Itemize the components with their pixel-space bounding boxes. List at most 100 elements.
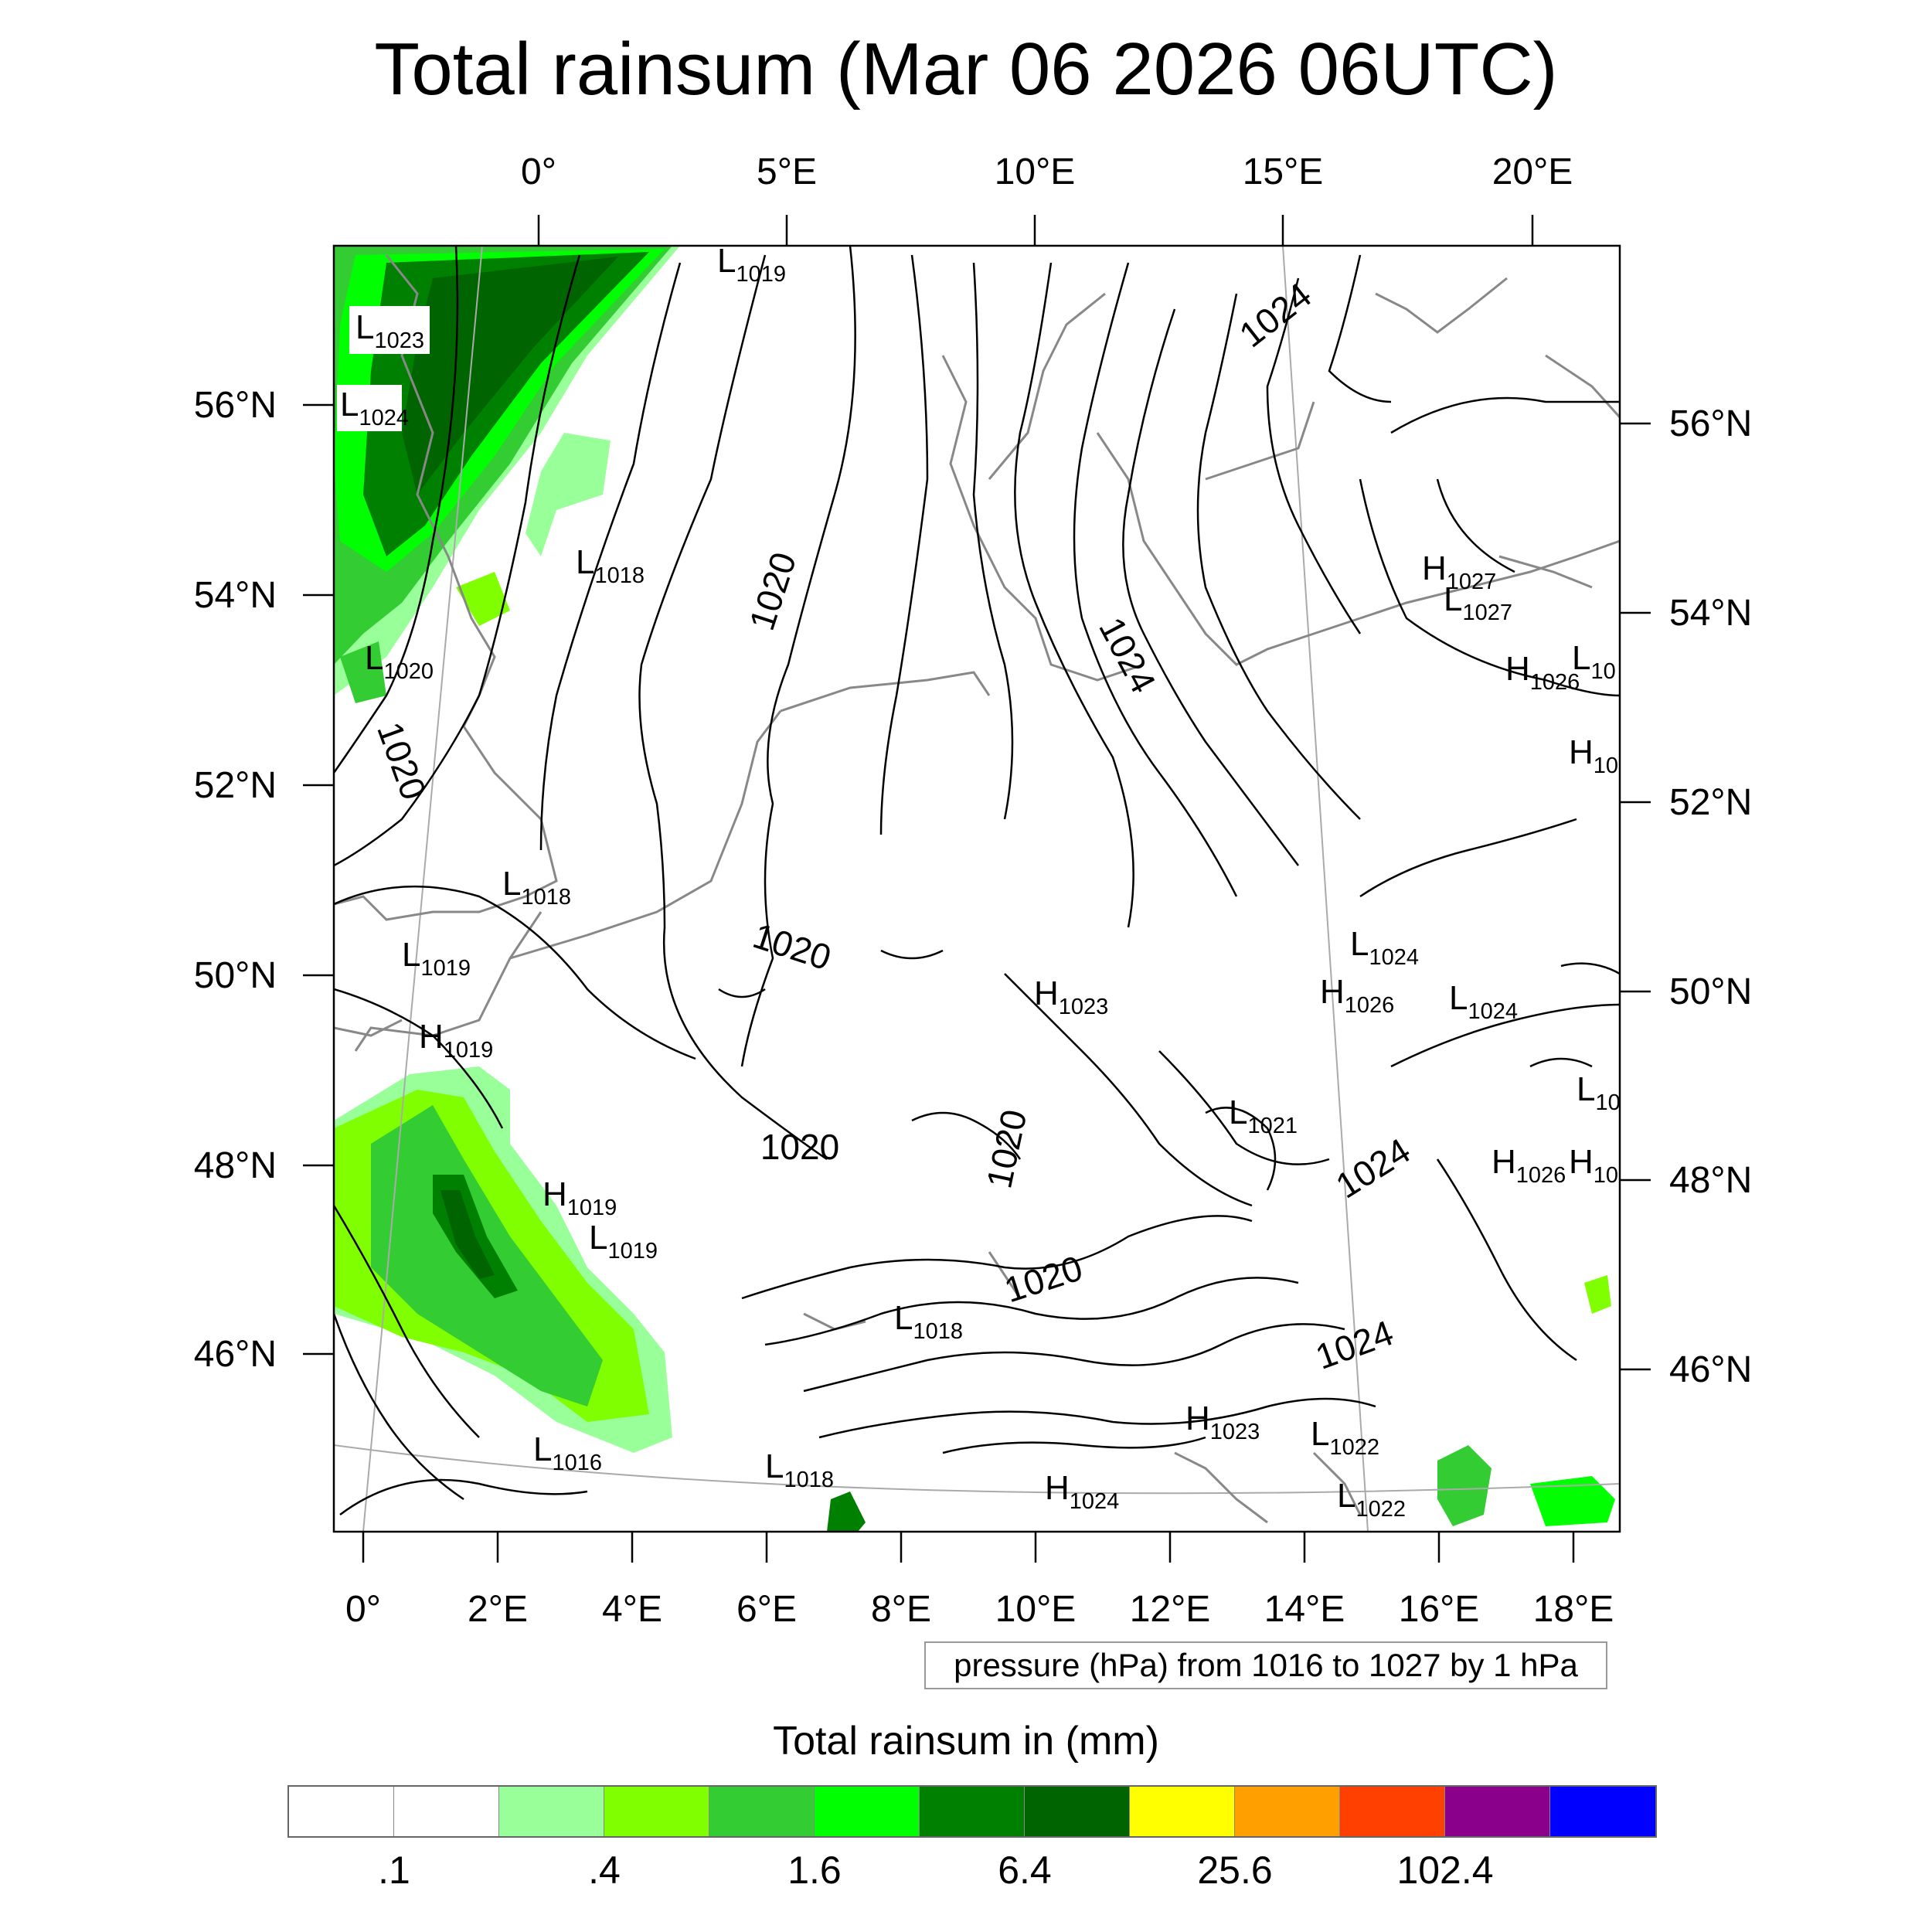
pressure-center-value: 1026	[1530, 670, 1580, 695]
pressure-center-type: L	[1350, 925, 1369, 963]
pressure-center: L1019	[589, 1219, 658, 1264]
right-lat-label: 54°N	[1669, 593, 1752, 634]
pressure-center: H1023	[1185, 1400, 1260, 1444]
contour-info-box: pressure (hPa) from 1016 to 1027 by 1 hP…	[924, 1641, 1607, 1689]
colorbar-box	[920, 1787, 1025, 1836]
pressure-center-type: H	[1045, 1469, 1070, 1507]
rain-area-france-core	[440, 1190, 495, 1279]
left-lat-label: 54°N	[194, 575, 277, 616]
right-lat-label: 46°N	[1669, 1349, 1752, 1390]
pressure-center-value: 1019	[607, 1239, 658, 1264]
colorbar-box	[289, 1787, 394, 1836]
pressure-center-type: H	[543, 1175, 567, 1213]
pressure-center-type: L	[894, 1299, 913, 1337]
pressure-center-value: 1018	[913, 1319, 963, 1344]
pressure-center-type: L	[1444, 580, 1462, 618]
pressure-center: L10	[1577, 1070, 1621, 1115]
pressure-center-value: 10	[1595, 1090, 1620, 1115]
pressure-center-value: 1026	[1516, 1163, 1566, 1188]
pressure-center-value: 1020	[383, 659, 434, 684]
contour-label: 1020	[978, 1106, 1034, 1192]
colorbar-label: 6.4	[998, 1849, 1052, 1892]
label-backdrop	[337, 385, 402, 431]
pressure-center-value: 1019	[736, 262, 786, 287]
bottom-lon-label: 18°E	[1533, 1589, 1614, 1630]
colorbar-box	[1130, 1787, 1235, 1836]
colorbar-box	[1550, 1787, 1655, 1836]
map-title: Total rainsum (Mar 06 2026 06UTC)	[374, 28, 1558, 111]
right-lat-label: 56°N	[1669, 403, 1752, 444]
pressure-center-type: L	[1311, 1415, 1329, 1453]
pressure-center-value: 1026	[1345, 993, 1395, 1018]
coastlines	[334, 254, 1620, 1524]
left-lat-label: 50°N	[194, 955, 277, 996]
pressure-center-type: L	[365, 639, 383, 677]
bottom-lon-label: 0°	[345, 1589, 381, 1630]
bottom-lon-label: 14°E	[1264, 1589, 1345, 1630]
pressure-center-type: L	[576, 543, 594, 581]
contour-label: 1020	[748, 915, 835, 978]
pressure-center: L1018	[502, 865, 571, 910]
pressure-center-value: 1024	[1369, 945, 1419, 970]
pressure-center: L1024	[1449, 979, 1518, 1024]
pressure-center: L1019	[402, 936, 471, 981]
pressure-center-value: 1027	[1447, 570, 1497, 594]
colorbar-label: 102.4	[1396, 1849, 1494, 1892]
pressure-center-type: H	[1422, 549, 1447, 587]
right-lat-label: 48°N	[1669, 1160, 1752, 1201]
rain-area-east-patch	[1584, 1275, 1611, 1314]
pressure-center-value: 1022	[1329, 1435, 1379, 1460]
pressure-center-value: 1024	[1468, 999, 1518, 1024]
colorbar-label: .4	[588, 1849, 621, 1892]
graticule	[334, 246, 1620, 1532]
pressure-center-type: H	[1505, 650, 1530, 688]
pressure-center: L1027	[1444, 580, 1512, 625]
colorbar-label: 1.6	[787, 1849, 842, 1892]
colorbar-box	[1025, 1787, 1130, 1836]
pressure-center-type: H	[419, 1018, 444, 1056]
pressure-center-type: L	[1449, 979, 1468, 1017]
pressure-center: L1023	[355, 308, 424, 353]
pressure-center: L1018	[576, 543, 645, 588]
pressure-center: L1022	[1337, 1477, 1406, 1522]
contour-label: 1020	[369, 717, 434, 805]
pressure-center-value: 1024	[1070, 1489, 1120, 1514]
pressure-center-type: L	[1337, 1477, 1355, 1515]
pressure-center-type: L	[533, 1430, 552, 1468]
bottom-lon-label: 12°E	[1130, 1589, 1211, 1630]
pressure-center: H1024	[1045, 1469, 1119, 1514]
pressure-center-value: 10	[1594, 753, 1618, 778]
pressure-center: H1026	[1492, 1143, 1566, 1188]
pressure-center-value: 1018	[784, 1468, 834, 1492]
rain-area-alps-patch	[827, 1492, 866, 1532]
left-lat-label: 46°N	[194, 1334, 277, 1375]
top-lon-label: 15°E	[1243, 151, 1324, 192]
pressure-center-type: L	[1229, 1094, 1247, 1131]
pressure-center-type: H	[1185, 1400, 1210, 1437]
bottom-lon-label: 4°E	[602, 1589, 662, 1630]
pressure-contours	[334, 246, 1620, 1516]
bottom-lon-label: 8°E	[871, 1589, 931, 1630]
contour-label: 1024	[1091, 611, 1164, 699]
left-lat-label: 48°N	[194, 1145, 277, 1186]
colorbar	[287, 1785, 1657, 1838]
pressure-center-type: H	[1569, 733, 1594, 771]
bottom-lon-label: 6°E	[736, 1589, 797, 1630]
colorbar-label: 25.6	[1197, 1849, 1273, 1892]
pressure-center-type: H	[1569, 1143, 1594, 1181]
pressure-center: L1021	[1229, 1094, 1298, 1138]
pressure-center-type: H	[1034, 975, 1059, 1012]
pressure-center-type: L	[402, 936, 420, 974]
rain-area-northsea-patch	[526, 433, 611, 556]
pressure-center: H1023	[1034, 975, 1108, 1019]
contour-label: 1020	[760, 1127, 839, 1167]
pressure-center: L1022	[1311, 1415, 1379, 1460]
pressure-center: L10	[1572, 639, 1616, 684]
pressure-center: L1020	[365, 639, 434, 684]
colorbar-box	[1445, 1787, 1550, 1836]
pressure-center-value: 1016	[552, 1451, 602, 1475]
pressure-center: L1018	[765, 1447, 834, 1492]
pressure-center-type: L	[340, 386, 359, 423]
top-lon-label: 0°	[521, 151, 556, 192]
rain-area-se-patch	[1530, 1476, 1615, 1526]
